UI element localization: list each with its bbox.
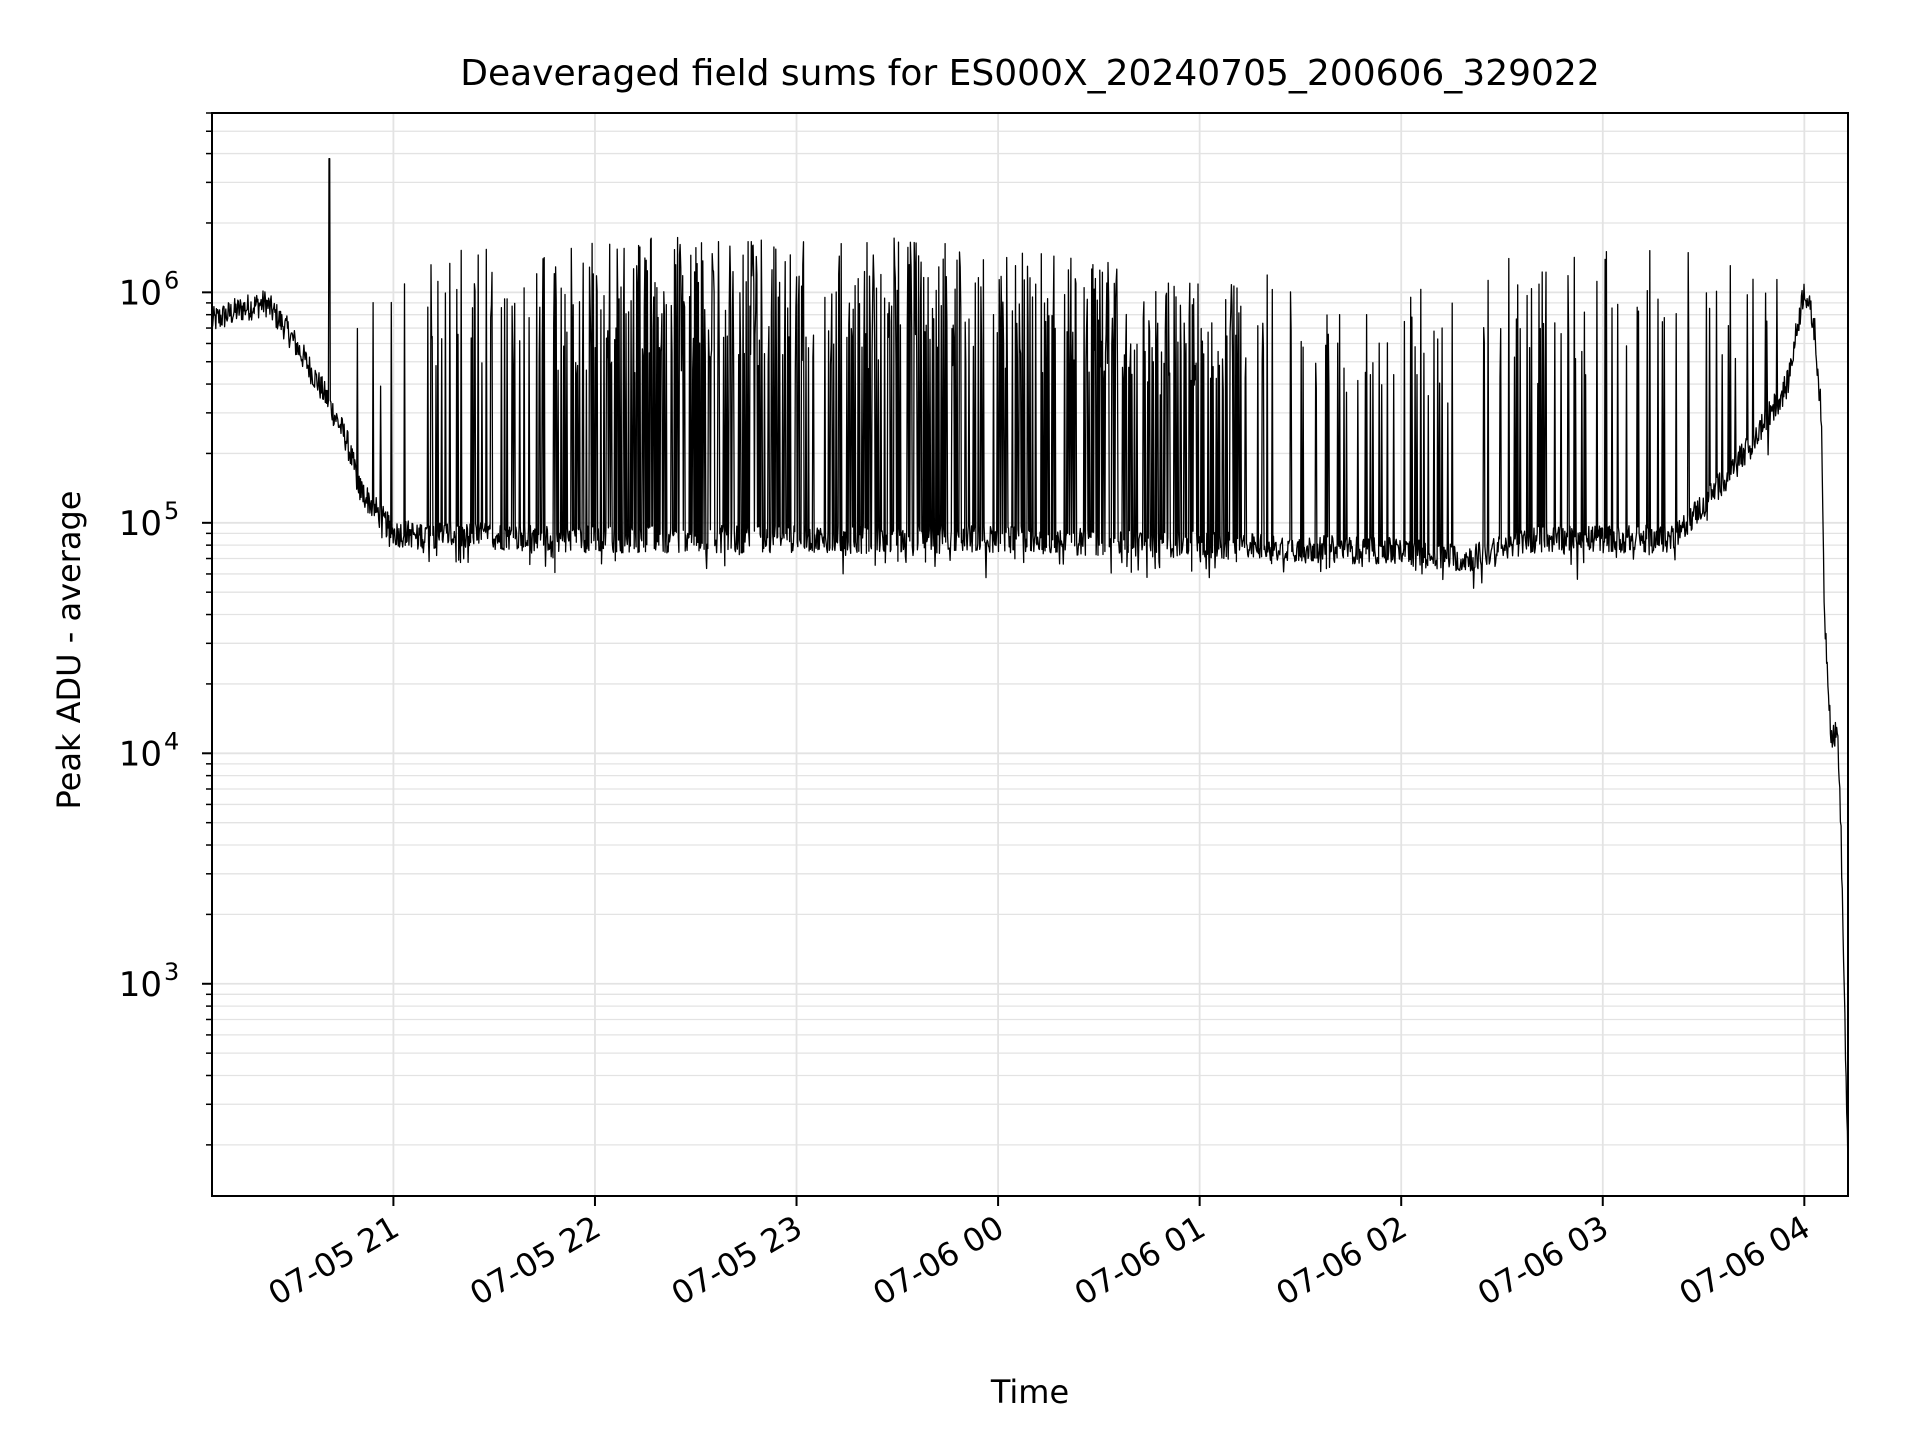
x-tick-label: 07-06 03 bbox=[1471, 1208, 1615, 1313]
y-tick-exponent: 5 bbox=[164, 497, 179, 525]
axes-frame bbox=[211, 112, 1849, 1197]
x-tick-label: 07-06 02 bbox=[1270, 1208, 1414, 1313]
y-tick-label: 10 bbox=[119, 734, 162, 774]
chart-title: Deaveraged field sums for ES000X_2024070… bbox=[460, 53, 1600, 94]
y-tick-exponent: 3 bbox=[164, 958, 179, 986]
x-tick-label: 07-06 04 bbox=[1673, 1208, 1817, 1313]
x-tick-label: 07-05 21 bbox=[262, 1208, 406, 1313]
x-tick-label: 07-05 23 bbox=[665, 1208, 809, 1313]
x-axis-label: Time bbox=[990, 1373, 1069, 1411]
x-tick-label: 07-05 22 bbox=[463, 1208, 607, 1313]
y-tick-label: 10 bbox=[119, 504, 162, 544]
y-tick-exponent: 6 bbox=[164, 266, 179, 294]
x-tick-label: 07-06 01 bbox=[1068, 1208, 1212, 1313]
y-tick-label: 10 bbox=[119, 273, 162, 313]
x-tick-label: 07-06 00 bbox=[866, 1208, 1010, 1313]
y-axis-label: Peak ADU - average bbox=[50, 491, 88, 810]
grid-lines bbox=[212, 112, 1848, 1196]
series-line bbox=[211, 158, 1849, 1175]
y-tick-label: 10 bbox=[119, 965, 162, 1005]
plot-area bbox=[211, 158, 1849, 1175]
y-tick-exponent: 4 bbox=[164, 727, 179, 755]
x-axis: 07-05 21 07-05 22 07-05 23 07-06 00 07-06 01… bbox=[262, 1196, 1817, 1313]
